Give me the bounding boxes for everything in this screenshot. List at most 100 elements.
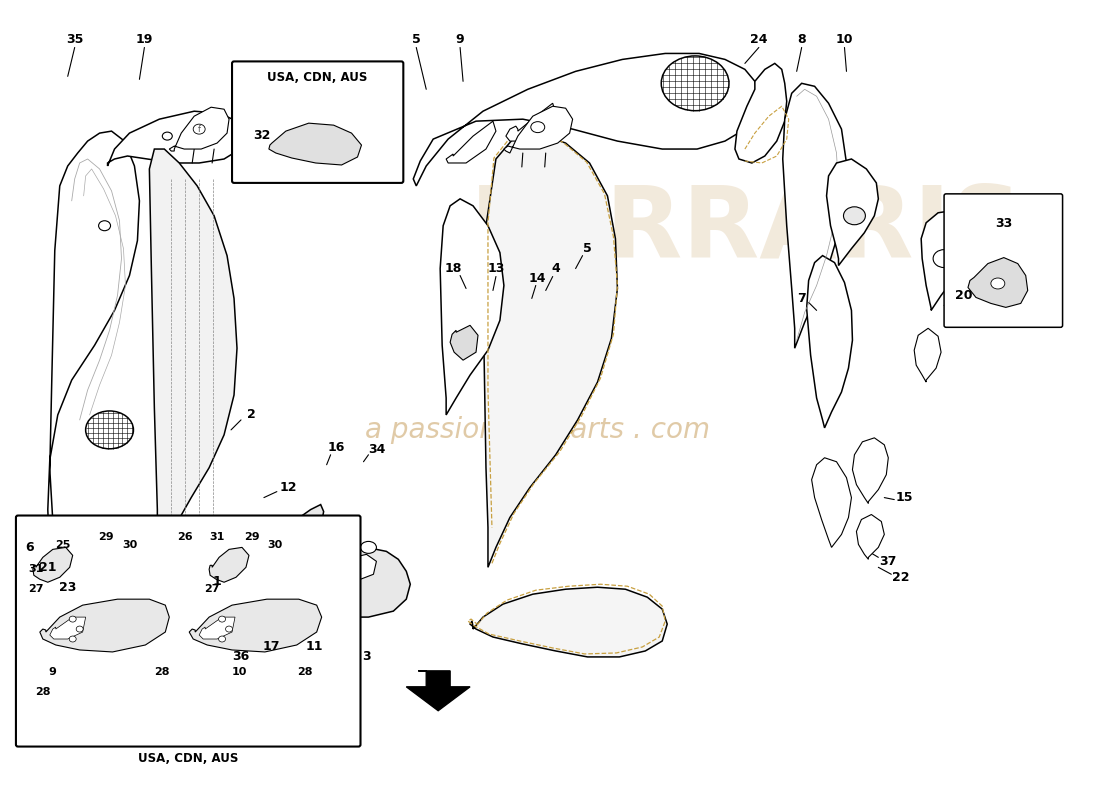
Text: 31: 31 bbox=[209, 533, 224, 542]
Polygon shape bbox=[504, 106, 573, 153]
Text: 30: 30 bbox=[267, 540, 283, 550]
Text: 28: 28 bbox=[155, 667, 170, 677]
Text: 35: 35 bbox=[66, 33, 84, 46]
Polygon shape bbox=[447, 121, 496, 163]
Text: 26: 26 bbox=[177, 533, 192, 542]
Text: a passion for parts . com: a passion for parts . com bbox=[365, 416, 711, 444]
Text: USA, CDN, AUS: USA, CDN, AUS bbox=[267, 71, 367, 84]
Text: 22: 22 bbox=[892, 570, 910, 584]
Polygon shape bbox=[968, 258, 1027, 307]
Polygon shape bbox=[150, 149, 236, 574]
Polygon shape bbox=[450, 326, 478, 360]
Polygon shape bbox=[189, 599, 321, 652]
Polygon shape bbox=[783, 83, 847, 348]
Polygon shape bbox=[50, 617, 86, 639]
Polygon shape bbox=[735, 63, 786, 163]
Polygon shape bbox=[46, 570, 68, 594]
Text: 29: 29 bbox=[244, 533, 260, 542]
Ellipse shape bbox=[69, 636, 76, 642]
Text: 4: 4 bbox=[551, 262, 560, 275]
Ellipse shape bbox=[99, 221, 110, 230]
Text: 15: 15 bbox=[895, 491, 913, 504]
Text: 36: 36 bbox=[232, 650, 250, 663]
Text: 31: 31 bbox=[29, 564, 44, 574]
Text: f: f bbox=[198, 125, 200, 134]
Ellipse shape bbox=[69, 616, 76, 622]
Text: 10: 10 bbox=[231, 667, 246, 677]
Ellipse shape bbox=[933, 250, 955, 267]
Text: FERRARIS: FERRARIS bbox=[470, 182, 1024, 279]
Text: 5: 5 bbox=[583, 242, 592, 255]
Ellipse shape bbox=[956, 310, 976, 326]
Text: 34: 34 bbox=[367, 443, 385, 456]
Polygon shape bbox=[414, 54, 759, 186]
Polygon shape bbox=[33, 547, 73, 582]
Polygon shape bbox=[826, 159, 878, 266]
Ellipse shape bbox=[531, 122, 544, 133]
Polygon shape bbox=[506, 103, 556, 141]
Ellipse shape bbox=[163, 132, 173, 140]
Text: 2: 2 bbox=[246, 409, 255, 422]
Polygon shape bbox=[349, 554, 376, 579]
Text: 18: 18 bbox=[444, 262, 462, 275]
Text: 7: 7 bbox=[798, 292, 806, 305]
Polygon shape bbox=[857, 514, 884, 559]
Text: 1: 1 bbox=[212, 574, 221, 588]
Polygon shape bbox=[914, 328, 942, 382]
Text: 27: 27 bbox=[29, 584, 44, 594]
Text: 23: 23 bbox=[59, 581, 76, 594]
Ellipse shape bbox=[86, 411, 133, 449]
FancyBboxPatch shape bbox=[15, 515, 361, 746]
Text: 33: 33 bbox=[996, 218, 1012, 230]
Polygon shape bbox=[47, 131, 140, 590]
Text: 5: 5 bbox=[411, 33, 420, 46]
Text: 14: 14 bbox=[529, 272, 547, 285]
Polygon shape bbox=[470, 587, 668, 657]
Ellipse shape bbox=[661, 56, 729, 110]
Text: 16: 16 bbox=[328, 442, 345, 454]
Ellipse shape bbox=[219, 636, 225, 642]
Text: 3: 3 bbox=[362, 650, 371, 663]
Text: 11: 11 bbox=[306, 641, 323, 654]
Polygon shape bbox=[812, 458, 851, 547]
FancyBboxPatch shape bbox=[944, 194, 1063, 327]
Text: 28: 28 bbox=[297, 667, 312, 677]
Polygon shape bbox=[806, 256, 852, 428]
Ellipse shape bbox=[226, 626, 232, 632]
Ellipse shape bbox=[991, 278, 1004, 289]
Text: 29: 29 bbox=[98, 533, 113, 542]
Text: 6: 6 bbox=[25, 541, 34, 554]
Text: 17: 17 bbox=[262, 641, 279, 654]
Text: 19: 19 bbox=[135, 33, 153, 46]
FancyBboxPatch shape bbox=[232, 62, 404, 183]
Polygon shape bbox=[209, 547, 249, 582]
Text: 24: 24 bbox=[750, 33, 768, 46]
Polygon shape bbox=[249, 505, 323, 574]
Text: 12: 12 bbox=[280, 481, 297, 494]
Text: 27: 27 bbox=[205, 584, 220, 594]
Ellipse shape bbox=[361, 542, 376, 554]
Text: 25: 25 bbox=[55, 540, 70, 550]
Polygon shape bbox=[440, 199, 504, 415]
Text: 28: 28 bbox=[35, 686, 51, 697]
Ellipse shape bbox=[219, 616, 225, 622]
Text: 9: 9 bbox=[455, 33, 464, 46]
Text: 21: 21 bbox=[40, 561, 56, 574]
Polygon shape bbox=[852, 438, 889, 503]
Text: 20: 20 bbox=[955, 289, 972, 302]
Text: 13: 13 bbox=[487, 262, 505, 275]
Polygon shape bbox=[108, 111, 241, 166]
Text: 32: 32 bbox=[253, 129, 271, 142]
Ellipse shape bbox=[76, 626, 84, 632]
Polygon shape bbox=[406, 671, 470, 710]
Text: 30: 30 bbox=[122, 540, 138, 550]
Polygon shape bbox=[40, 599, 169, 652]
Polygon shape bbox=[241, 547, 410, 617]
Polygon shape bbox=[199, 617, 235, 639]
Polygon shape bbox=[323, 519, 349, 547]
Text: 9: 9 bbox=[48, 667, 57, 677]
Text: 8: 8 bbox=[798, 33, 806, 46]
Polygon shape bbox=[268, 123, 362, 165]
Ellipse shape bbox=[844, 207, 866, 225]
Text: USA, CDN, AUS: USA, CDN, AUS bbox=[138, 752, 239, 765]
